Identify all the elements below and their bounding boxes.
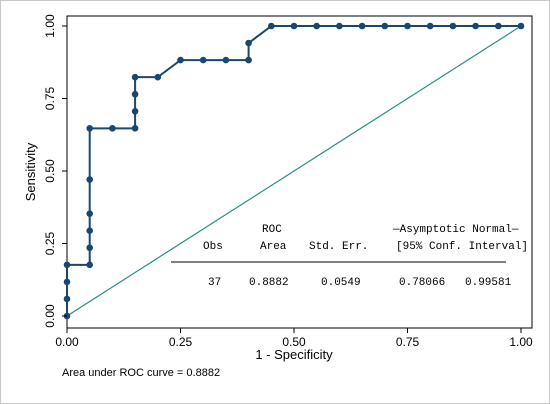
roc-point-17 [199,56,207,64]
roc-point-16 [177,56,184,64]
auc-note: Area under ROC curve = 0.8882 [62,367,220,379]
roc-point-23 [313,22,321,30]
roc-point-24 [336,22,343,30]
plot-area [66,15,533,329]
y-axis: 0.00 0.25 0.50 0.75 1.00 [43,14,67,328]
roc-point-12 [131,107,139,115]
roc-point-31 [495,22,502,30]
roc-point-10 [109,125,116,132]
y-tick-label-2: 0.50 [43,159,57,183]
stats-table: ROC —Asymptotic Normal— Obs Area Std. Er… [171,224,528,289]
roc-point-19 [245,56,252,64]
y-tick-label-3: 0.75 [43,86,57,110]
roc-point-14 [131,73,139,81]
x-tick-label-2: 0.50 [282,335,306,349]
roc-point-28 [426,22,434,30]
roc-point-9 [86,125,93,132]
x-axis-title: 1 - Specificity [255,347,333,362]
reference-line [66,25,522,317]
x-tick-label-3: 0.75 [396,335,420,349]
roc-point-8 [86,176,93,183]
roc-point-2 [63,278,71,286]
header-ci: [95% Conf. Interval] [396,241,528,253]
value-std-err: 0.0549 [321,277,361,289]
roc-point-25 [358,22,366,30]
x-axis: 0.00 0.25 0.50 0.75 1.00 [55,328,533,349]
value-area: 0.8882 [249,277,289,289]
roc-point-7 [86,210,93,217]
value-ci-lower: 0.78066 [399,277,445,289]
header-std-err: Std. Err. [309,241,368,253]
value-ci-upper: 0.99581 [465,277,512,289]
header-asymptotic: —Asymptotic Normal— [392,224,519,236]
value-obs: 37 [208,277,221,289]
header-roc: ROC [262,224,282,236]
roc-point-18 [222,56,230,64]
y-tick-label-1: 0.25 [43,231,57,255]
roc-point-20 [245,39,252,47]
roc-point-4 [86,261,93,269]
roc-point-13 [131,90,139,98]
roc-point-3 [63,261,71,269]
header-area: Area [260,241,287,253]
roc-point-29 [449,22,457,30]
x-tick-label-4: 1.00 [509,335,533,349]
roc-point-15 [154,73,162,81]
roc-point-27 [404,22,411,30]
y-axis-title: Sensitivity [23,142,38,201]
roc-points [63,22,525,320]
roc-point-5 [86,244,93,252]
header-obs: Obs [203,241,223,253]
y-tick-label-0: 0.00 [43,304,57,328]
roc-point-32 [517,22,525,30]
roc-point-26 [381,22,389,30]
roc-point-22 [290,22,298,30]
x-tick-label-0: 0.00 [55,335,79,349]
roc-point-6 [86,227,93,235]
roc-point-30 [472,22,479,30]
roc-point-1 [63,295,71,303]
y-tick-label-4: 1.00 [43,14,57,38]
roc-point-11 [131,125,139,132]
roc-point-21 [268,22,275,30]
x-tick-label-1: 0.25 [169,335,193,349]
